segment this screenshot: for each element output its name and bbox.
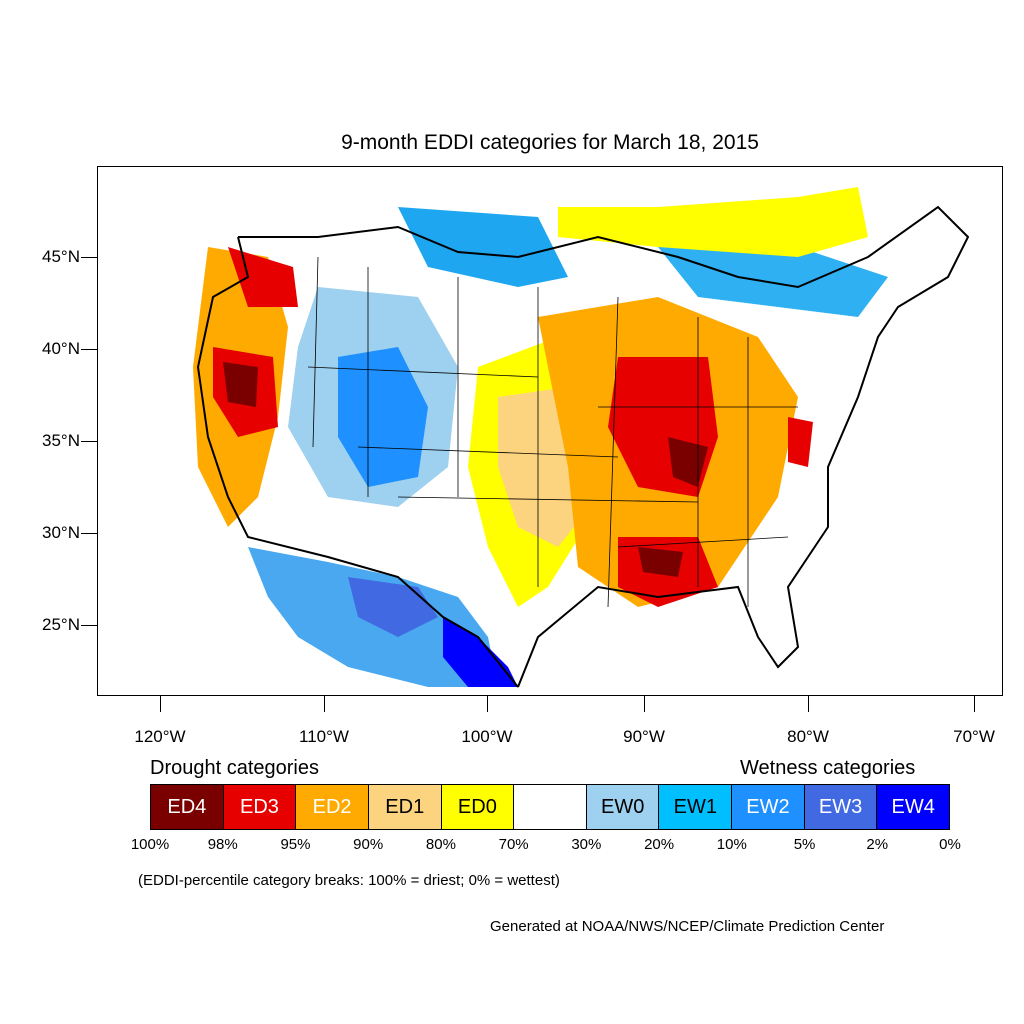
region-ew1-north (398, 207, 568, 287)
lat-label-40: 40°N (42, 339, 80, 358)
legend-box-ew4: EW4 (877, 785, 950, 829)
eddi-map (97, 166, 1003, 696)
break-label: 95% (280, 836, 311, 853)
lat-tick-35 (81, 441, 97, 442)
break-label: 30% (571, 836, 602, 853)
break-label: 2% (866, 836, 889, 853)
break-label: 10% (716, 836, 747, 853)
break-label: 70% (498, 836, 529, 853)
lon-label-120: 120°W (134, 727, 186, 746)
region-ed3-east (788, 417, 813, 467)
break-label: 100% (130, 836, 170, 853)
lon-label-110: 110°W (299, 727, 349, 746)
credit-line: Generated at NOAA/NWS/NCEP/Climate Predi… (490, 918, 885, 935)
wetness-heading: Wetness categories (740, 757, 916, 779)
lon-tick-70 (974, 696, 975, 712)
legend-box-neutral (514, 785, 587, 829)
lat-label-30: 30°N (42, 523, 80, 542)
break-label: 20% (644, 836, 675, 853)
lat-tick-30 (81, 533, 97, 534)
break-label: 5% (793, 836, 816, 853)
legend-box-ew2: EW2 (732, 785, 805, 829)
legend-box-ed1: ED1 (368, 785, 442, 829)
lon-label-70: 70°W (953, 727, 995, 746)
legend-box-ed0: ED0 (441, 785, 515, 829)
lat-label-45: 45°N (42, 247, 80, 266)
region-ed4-south (638, 547, 683, 577)
legend-box-ed3: ED3 (223, 785, 297, 829)
region-ed0-north (558, 187, 868, 257)
break-label: 90% (353, 836, 384, 853)
legend-box-ew1: EW1 (659, 785, 733, 829)
category-legend: ED4 ED3 ED2 ED1 ED0 EW0 EW1 EW2 EW3 EW4 (150, 784, 950, 830)
state-lines (307, 256, 798, 608)
lat-tick-40 (81, 349, 97, 350)
region-ew2-rockies (338, 347, 428, 487)
map-title: 9-month EDDI categories for March 18, 20… (341, 131, 759, 154)
region-ed3-northwest (228, 247, 298, 307)
category-regions (193, 187, 888, 687)
break-label: 0% (939, 836, 961, 853)
us-outline (196, 205, 970, 688)
lon-tick-110 (324, 696, 325, 712)
lon-label-90: 90°W (623, 727, 665, 746)
break-label: 98% (207, 836, 238, 853)
legend-box-ew0: EW0 (586, 785, 660, 829)
lon-tick-120 (160, 696, 161, 712)
lat-tick-45 (81, 257, 97, 258)
lon-tick-90 (644, 696, 645, 712)
lon-tick-100 (487, 696, 488, 712)
lat-tick-25 (81, 625, 97, 626)
category-note: (EDDI-percentile category breaks: 100% =… (138, 872, 560, 889)
legend-box-ed2: ED2 (296, 785, 369, 829)
legend-box-ew3: EW3 (804, 785, 878, 829)
lat-label-35: 35°N (42, 431, 80, 450)
lon-tick-80 (808, 696, 809, 712)
region-ew4-texas (443, 617, 518, 687)
lon-label-100: 100°W (461, 727, 513, 746)
region-ed4-westcoast (223, 362, 258, 407)
drought-heading: Drought categories (150, 757, 319, 779)
lat-label-25: 25°N (42, 615, 80, 634)
legend-box-ed4: ED4 (151, 785, 224, 829)
lon-label-80: 80°W (787, 727, 829, 746)
break-label: 80% (425, 836, 456, 853)
